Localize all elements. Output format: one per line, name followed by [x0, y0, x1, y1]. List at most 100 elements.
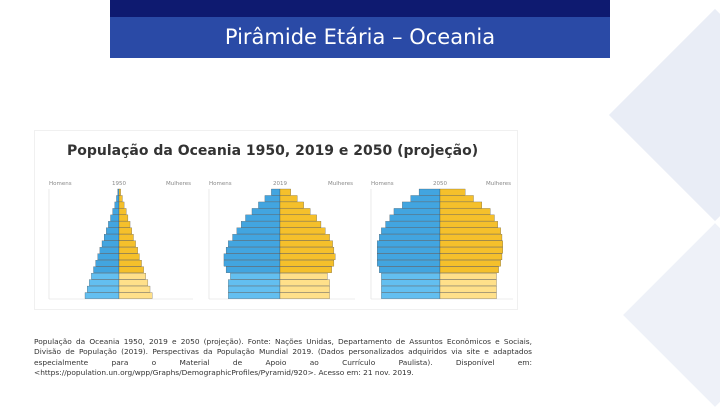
pyramid-bar-men	[241, 221, 281, 228]
pyramid-bar-men	[95, 260, 120, 267]
decorative-diamond	[608, 8, 720, 222]
year-label: 2050	[433, 181, 447, 187]
pyramid-bar-women	[279, 260, 335, 267]
pyramid-bar-women	[439, 247, 503, 254]
pyramid-bar-men	[223, 260, 281, 267]
pyramid-bar-women	[279, 240, 333, 248]
pyramid-bar-men	[104, 234, 120, 241]
pyramid-bar-women	[279, 285, 330, 293]
pyramid-bar-women	[439, 221, 498, 228]
decorative-diamond	[623, 223, 720, 407]
pyramid-bar-women	[118, 285, 151, 293]
pyramid-bar-men	[271, 188, 281, 196]
pyramid-bar-men	[393, 208, 441, 215]
pyramid-bar-women	[118, 221, 131, 228]
pyramid-bar-men	[377, 253, 441, 261]
pyramid-bar-men	[97, 253, 120, 261]
pyramid-bar-men	[379, 234, 441, 241]
pyramid-bar-women	[118, 247, 138, 254]
pyramid-bar-women	[279, 253, 336, 261]
pyramid-bar-women	[279, 208, 311, 215]
pyramid-bar-men	[251, 208, 281, 215]
pyramid-bar-men	[381, 227, 441, 235]
year-label: 1950	[112, 181, 126, 187]
pyramid-bar-women	[118, 260, 142, 267]
pyramid-bar-men	[228, 292, 281, 299]
pyramid-bar-women	[439, 272, 497, 280]
pyramid-bar-men	[381, 285, 441, 293]
pyramid-bar-women	[439, 260, 501, 267]
pyramid-bar-women	[439, 188, 466, 196]
pyramid-bar-women	[118, 188, 121, 196]
title-top-strip	[110, 0, 610, 17]
pyramid-bar-men	[381, 279, 441, 286]
pyramid-bar-men	[228, 240, 281, 248]
pyramid-bar-women	[279, 279, 330, 286]
pyramid-bar-men	[258, 201, 281, 209]
pyramid-bar-women	[439, 240, 503, 248]
pyramid-bar-men	[101, 240, 120, 248]
pyramid-bar-women	[279, 201, 304, 209]
pyramid-bar-men	[117, 188, 120, 196]
pyramid-bar-women	[118, 266, 144, 273]
pyramid-bar-women	[279, 272, 328, 280]
pyramid-bar-men	[381, 272, 441, 280]
slide-title: Pirâmide Etária – Oceania	[224, 25, 496, 49]
men-label: Homens	[49, 181, 72, 187]
pyramid-bar-women	[439, 266, 499, 273]
pyramid-bar-men	[87, 285, 120, 293]
pyramid-bar-women	[279, 292, 330, 299]
pyramid-bar-men	[228, 279, 281, 286]
pyramid-bar-women	[279, 227, 326, 235]
pyramid-bar-women	[279, 214, 317, 222]
pyramid-bar-men	[410, 195, 441, 202]
pyramid-bar-men	[89, 279, 120, 286]
pyramid-bar-women	[118, 253, 140, 261]
pyramid-bar-men	[93, 266, 120, 273]
pyramid-bar-men	[377, 240, 441, 248]
women-label: Mulheres	[166, 181, 191, 187]
pyramid-bar-men	[264, 195, 281, 202]
pyramid-bar-women	[118, 234, 134, 241]
pyramid-bar-men	[114, 201, 120, 209]
pyramid-bar-women	[439, 208, 491, 215]
pyramid-bar-men	[389, 214, 441, 222]
pyramid-bar-women	[439, 214, 495, 222]
pyramid-bar-women	[439, 201, 482, 209]
pyramid-bar-men	[108, 221, 120, 228]
pyramid-bar-women	[118, 272, 146, 280]
year-label: 2019	[273, 181, 287, 187]
pyramid-bar-men	[223, 253, 281, 261]
pyramid-bar-women	[439, 234, 503, 241]
men-label: Homens	[371, 181, 394, 187]
pyramid-bar-women	[279, 221, 322, 228]
pyramid-bar-men	[84, 292, 120, 299]
pyramid-bar-women	[118, 279, 149, 286]
men-label: Homens	[209, 181, 232, 187]
pyramid-bar-men	[236, 227, 281, 235]
pyramid-bar-women	[279, 266, 332, 273]
pyramid-bar-men	[106, 227, 120, 235]
pyramid-bar-women	[118, 214, 129, 222]
title-bar: Pirâmide Etária – Oceania	[110, 0, 610, 58]
pyramid-bar-men	[116, 195, 120, 202]
pyramid-bar-men	[232, 234, 281, 241]
pyramid-bar-men	[112, 208, 120, 215]
pyramid-bar-men	[379, 266, 441, 273]
women-label: Mulheres	[486, 181, 511, 187]
population-pyramids-figure: População da Oceania 1950, 2019 e 2050 (…	[34, 130, 518, 310]
women-label: Mulheres	[328, 181, 353, 187]
pyramid-bar-women	[439, 292, 497, 299]
pyramid-bar-men	[381, 292, 441, 299]
pyramid-bar-men	[230, 272, 281, 280]
pyramid-bar-women	[279, 234, 330, 241]
pyramid-bar-women	[118, 195, 123, 202]
pyramid-bar-men	[91, 272, 120, 280]
pyramid-bar-women	[439, 279, 497, 286]
pyramid-bar-men	[225, 247, 281, 254]
figure-title: População da Oceania 1950, 2019 e 2050 (…	[67, 143, 479, 159]
pyramid-bar-men	[402, 201, 441, 209]
pyramid-bar-women	[439, 227, 501, 235]
pyramid-bar-women	[279, 195, 298, 202]
pyramid-bar-women	[118, 240, 136, 248]
